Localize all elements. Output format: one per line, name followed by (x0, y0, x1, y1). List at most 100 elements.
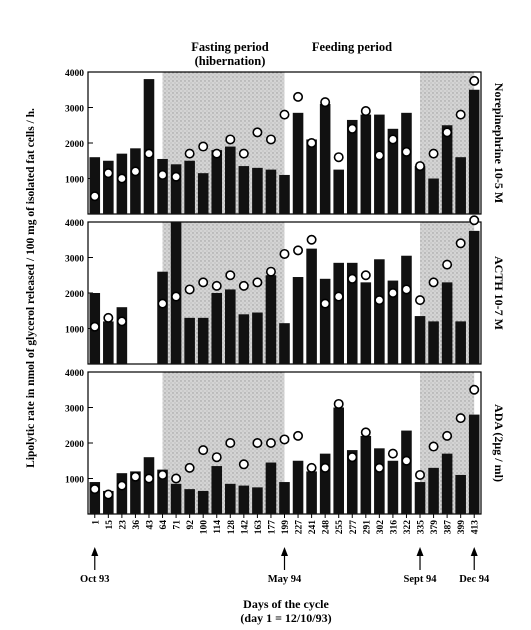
bar-2-92 (184, 317, 195, 364)
point-2-227 (293, 245, 304, 256)
point-2-23 (116, 316, 127, 327)
point-1-43 (143, 148, 154, 159)
point-1-128 (225, 134, 236, 145)
point-2-387 (442, 259, 453, 270)
bar-3-399 (455, 474, 466, 514)
bar-1-142 (238, 166, 250, 214)
bar-1-241 (306, 139, 317, 214)
bar-2-199 (279, 323, 290, 364)
point-1-23 (116, 173, 127, 184)
point-1-71 (171, 171, 182, 182)
bar-2-322 (401, 255, 412, 364)
point-3-227 (293, 430, 304, 441)
point-3-277 (347, 452, 358, 463)
bar-3-199 (279, 482, 290, 514)
point-1-114 (211, 148, 222, 159)
point-1-291 (360, 106, 371, 117)
point-3-316 (387, 448, 398, 459)
bar-2-255 (333, 262, 344, 364)
bar-3-302 (374, 448, 385, 514)
panel-label-2: ACTH 10-7 M (492, 256, 506, 330)
point-1-255 (333, 152, 344, 163)
x-tick-label-399: 399 (457, 520, 467, 535)
date-marker-label-2: May 94 (268, 574, 302, 585)
point-3-379 (428, 441, 439, 452)
point-1-227 (293, 91, 304, 102)
bar-3-322 (401, 430, 412, 514)
point-3-114 (211, 452, 222, 463)
bar-1-128 (225, 146, 236, 214)
bar-3-43 (143, 457, 155, 514)
point-3-387 (442, 430, 453, 441)
bar-3-128 (225, 483, 236, 514)
bar-3-177 (265, 462, 277, 514)
bar-1-387 (441, 125, 453, 214)
bar-2-291 (360, 282, 372, 364)
date-arrow-head-1 (91, 547, 99, 556)
bar-3-15 (103, 490, 114, 514)
bar-1-302 (374, 114, 385, 214)
point-2-199 (279, 248, 290, 259)
x-tick-label-255: 255 (335, 520, 345, 535)
point-3-199 (279, 434, 290, 445)
point-3-142 (238, 459, 249, 470)
point-1-335 (415, 161, 426, 172)
bar-3-71 (170, 483, 182, 514)
bar-2-248 (319, 278, 331, 364)
y-tick-label-1-1: 1000 (65, 176, 84, 186)
x-axis-label: Days of the cycle (243, 597, 329, 611)
point-2-255 (333, 291, 344, 302)
bar-2-114 (211, 293, 223, 364)
bar-3-36 (130, 471, 141, 514)
panel-label-1: Norepinephrine 10-5 M (492, 83, 506, 203)
y-tick-label-1-4: 4000 (65, 69, 84, 79)
point-2-71 (171, 291, 182, 302)
panel-label-3: ADA (2µg / ml) (492, 404, 506, 482)
bar-3-163 (252, 487, 263, 514)
bar-1-255 (333, 169, 344, 214)
point-2-114 (211, 280, 222, 291)
bar-1-114 (211, 150, 223, 214)
bar-2-128 (225, 289, 236, 364)
y-tick-label-3-1: 1000 (65, 476, 84, 486)
x-tick-label-387: 387 (444, 520, 454, 535)
x-tick-label-335: 335 (417, 520, 427, 535)
x-tick-label-23: 23 (118, 520, 128, 530)
bar-3-227 (292, 460, 304, 514)
point-2-322 (401, 284, 412, 295)
x-tick-label-1: 1 (91, 520, 101, 525)
date-marker-label-1: Oct 93 (80, 574, 109, 585)
y-tick-label-2-2: 2000 (65, 290, 84, 300)
point-2-413 (469, 215, 480, 226)
point-1-64 (157, 169, 168, 180)
y-tick-label-1-2: 2000 (65, 140, 84, 150)
point-2-335 (415, 295, 426, 306)
bar-1-291 (360, 114, 372, 214)
y-tick-label-3-3: 3000 (65, 405, 84, 415)
bar-1-36 (130, 148, 141, 214)
point-1-322 (401, 146, 412, 157)
bar-1-316 (387, 128, 399, 214)
y-tick-label-2-3: 3000 (65, 255, 84, 265)
shaded-region-1-1 (162, 72, 285, 214)
panels-layer: 1000 2000 3000 4000 Norepinephrine 10-5 M 100… (65, 69, 506, 585)
date-arrow-head-4 (470, 547, 478, 556)
point-3-399 (455, 413, 466, 424)
x-tick-label-322: 322 (403, 520, 413, 535)
bar-1-248 (319, 103, 331, 214)
x-tick-label-71: 71 (173, 520, 183, 530)
point-2-291 (360, 270, 371, 281)
bar-3-241 (306, 471, 317, 514)
bar-1-15 (103, 160, 114, 214)
bar-3-255 (333, 407, 344, 514)
bar-1-177 (265, 169, 277, 214)
bar-2-335 (414, 316, 426, 364)
bar-3-23 (116, 473, 128, 514)
x-axis-sublabel: (day 1 = 12/10/93) (240, 611, 331, 625)
point-2-142 (238, 280, 249, 291)
bar-2-241 (306, 248, 317, 364)
bar-1-23 (116, 153, 128, 214)
bar-3-248 (319, 453, 331, 514)
x-tick-label-241: 241 (308, 520, 318, 535)
